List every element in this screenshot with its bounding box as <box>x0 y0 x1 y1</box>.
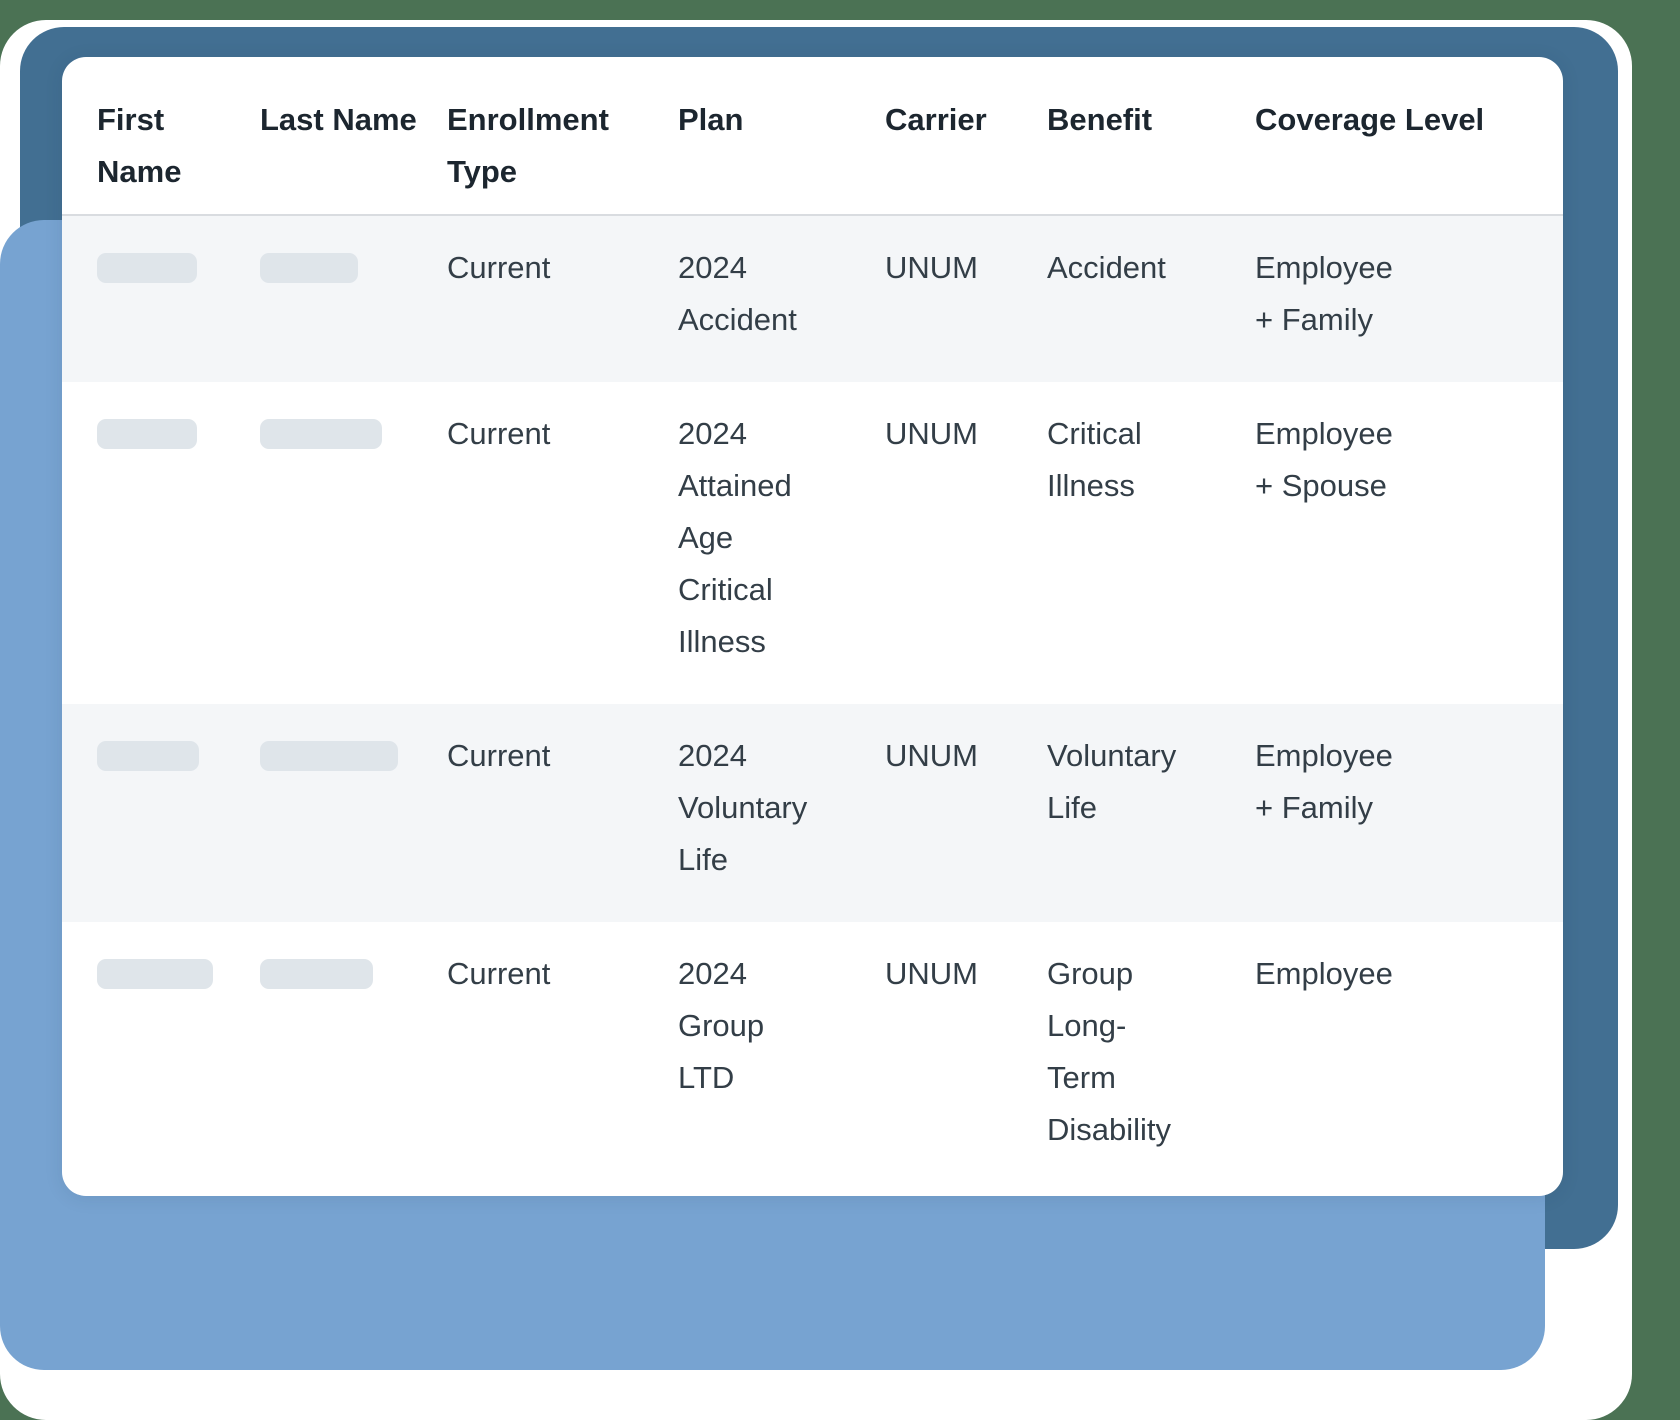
cell-enrollment-type: Current <box>447 956 551 991</box>
cell-benefit: Accident <box>1047 250 1166 285</box>
col-header-enrollment-type: Enrollment Type <box>447 57 678 216</box>
cell-enrollment-type: Current <box>447 250 551 285</box>
col-header-plan: Plan <box>678 57 885 216</box>
screenshot-root: First Name Last Name Enrollment Type Pla… <box>0 20 1632 1420</box>
cell-last-name <box>260 382 447 704</box>
cell-coverage-level: Employee + Family <box>1255 738 1393 825</box>
cell-coverage-level: Employee + Spouse <box>1255 416 1393 503</box>
cell-benefit: Critical Illness <box>1047 416 1142 503</box>
cell-carrier: UNUM <box>885 416 978 451</box>
table-body: Current 2024 Accident UNUM Accident Empl… <box>62 215 1563 1192</box>
cell-carrier: UNUM <box>885 738 978 773</box>
cell-carrier: UNUM <box>885 250 978 285</box>
table-row: Current 2024 Voluntary Life UNUM Volunta… <box>62 704 1563 922</box>
cell-coverage-level: Employee <box>1255 956 1393 991</box>
redacted-last-name-placeholder <box>260 253 358 283</box>
cell-first-name <box>62 215 260 382</box>
redacted-first-name-placeholder <box>97 741 199 771</box>
cell-plan: 2024 Accident <box>678 250 797 337</box>
col-header-first-name: First Name <box>62 57 260 216</box>
cell-enrollment-type: Current <box>447 416 551 451</box>
cell-last-name <box>260 704 447 922</box>
table-row: Current 2024 Group LTD UNUM Group Long-T… <box>62 922 1563 1192</box>
cell-first-name <box>62 704 260 922</box>
enrollment-table: First Name Last Name Enrollment Type Pla… <box>62 57 1563 1192</box>
cell-first-name <box>62 922 260 1192</box>
cell-plan: 2024 Voluntary Life <box>678 738 808 877</box>
cell-first-name <box>62 382 260 704</box>
col-header-carrier: Carrier <box>885 57 1047 216</box>
col-header-benefit: Benefit <box>1047 57 1255 216</box>
redacted-last-name-placeholder <box>260 959 373 989</box>
cell-carrier: UNUM <box>885 956 978 991</box>
cell-benefit: Group Long-Term Disability <box>1047 956 1172 1147</box>
table-header-row: First Name Last Name Enrollment Type Pla… <box>62 57 1563 216</box>
cell-plan: 2024 Group LTD <box>678 956 765 1095</box>
cell-last-name <box>260 215 447 382</box>
cell-coverage-level: Employee + Family <box>1255 250 1393 337</box>
redacted-first-name-placeholder <box>97 959 213 989</box>
enrollment-table-card: First Name Last Name Enrollment Type Pla… <box>62 57 1563 1196</box>
col-header-last-name: Last Name <box>260 57 447 216</box>
cell-last-name <box>260 922 447 1192</box>
redacted-first-name-placeholder <box>97 253 197 283</box>
table-row: Current 2024 Accident UNUM Accident Empl… <box>62 215 1563 382</box>
redacted-first-name-placeholder <box>97 419 197 449</box>
cell-benefit: Voluntary Life <box>1047 738 1177 825</box>
col-header-coverage-level: Coverage Level <box>1255 57 1563 216</box>
cell-plan: 2024 Attained Age Critical Illness <box>678 416 792 659</box>
redacted-last-name-placeholder <box>260 741 398 771</box>
cell-enrollment-type: Current <box>447 738 551 773</box>
redacted-last-name-placeholder <box>260 419 382 449</box>
table-row: Current 2024 Attained Age Critical Illne… <box>62 382 1563 704</box>
